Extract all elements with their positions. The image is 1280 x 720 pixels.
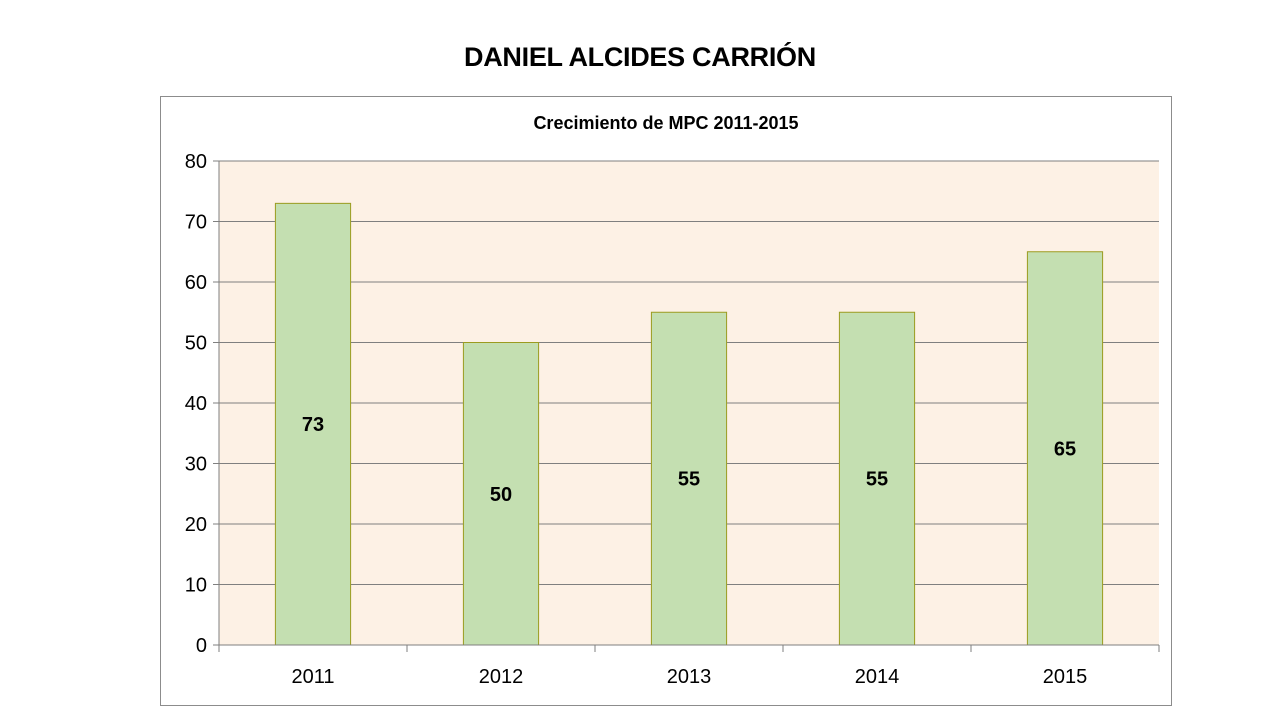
y-tick-label: 30 xyxy=(185,454,207,476)
x-tick-label: 2013 xyxy=(667,666,712,688)
data-label-2011: 73 xyxy=(302,414,324,436)
y-tick-label: 50 xyxy=(185,333,207,355)
y-tick-label: 40 xyxy=(185,393,207,415)
y-tick-label: 20 xyxy=(185,514,207,536)
y-tick-label: 70 xyxy=(185,212,207,234)
x-tick-label: 2011 xyxy=(291,666,334,688)
y-tick-label: 10 xyxy=(185,575,207,597)
bar-2014 xyxy=(838,311,916,646)
bar-2011 xyxy=(274,202,352,646)
bar-2015 xyxy=(1026,251,1104,646)
x-tick-label: 2012 xyxy=(479,666,524,688)
y-tick-label: 80 xyxy=(185,151,207,173)
y-tick-label: 60 xyxy=(185,272,207,294)
bar-2012 xyxy=(462,342,540,646)
x-tick-label: 2014 xyxy=(855,666,900,688)
bar-2013 xyxy=(650,311,728,646)
chart-frame: 0 10 20 30 40 50 60 70 80 2011 2012 2013 2014 2015 73… xyxy=(160,96,1172,706)
chart-title: Crecimiento de MPC 2011-2015 xyxy=(533,113,798,133)
data-label-2013: 55 xyxy=(678,469,700,491)
x-tick-label: 2015 xyxy=(1043,666,1088,688)
bar-chart: 0 10 20 30 40 50 60 70 80 2011 2012 2013 2014 2015 73… xyxy=(185,113,1160,688)
data-label-2014: 55 xyxy=(866,469,888,491)
data-label-2015: 65 xyxy=(1054,438,1076,460)
y-tick-label: 0 xyxy=(196,635,207,657)
data-label-2012: 50 xyxy=(490,484,512,506)
slide-title: DANIEL ALCIDES CARRIÓN xyxy=(464,42,816,72)
